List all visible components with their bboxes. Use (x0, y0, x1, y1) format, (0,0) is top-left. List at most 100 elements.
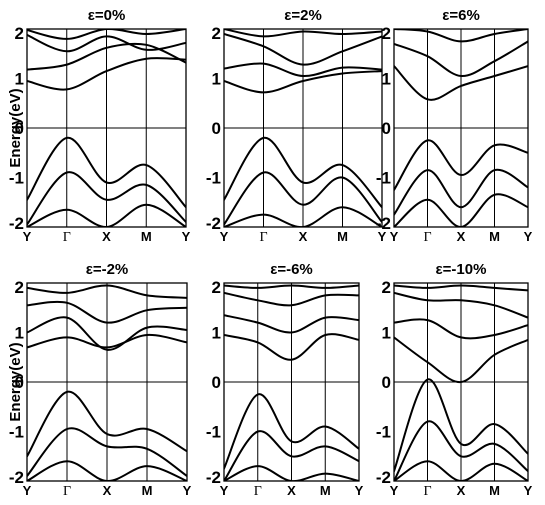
band-panel-4: ε=-2% Energy(eV) -2 -1 0 1 2 Y Γ X M Y (7, 261, 192, 499)
y-tick-label: -1 (9, 423, 24, 442)
y-tick-label: -2 (206, 468, 221, 487)
x-tick-label: Y (23, 483, 32, 498)
band-line-3 (394, 291, 528, 319)
plot-frame (26, 28, 187, 228)
band-line-3 (27, 29, 186, 40)
band-line-2 (27, 33, 186, 53)
y-tick-label: 0 (212, 373, 221, 392)
band-line-2 (394, 318, 528, 340)
x-tick-label: M (320, 483, 331, 498)
band-line-4 (394, 139, 528, 191)
x-tick-label: M (489, 229, 500, 244)
x-tick-label: Γ (63, 230, 71, 245)
band-line-7 (27, 460, 187, 481)
band-panel-3: ε=6% -2 -1 0 1 2 Y Γ X M Y (376, 7, 533, 245)
band-line-6 (27, 427, 187, 477)
band-line-1 (394, 336, 528, 384)
band-line-7 (27, 203, 186, 227)
band-line-3 (224, 291, 359, 307)
band-line-2 (224, 314, 359, 334)
band-line-6 (394, 420, 528, 481)
band-line-5 (394, 378, 528, 473)
x-tick-label: Y (355, 483, 364, 498)
band-panel-1: ε=0% Energy(eV) -2 -1 0 1 2 Y Γ X M Y (7, 7, 191, 245)
y-tick-label: -2 (376, 468, 391, 487)
band-line-7 (224, 465, 359, 481)
y-tick-label: 2 (382, 24, 391, 43)
x-tick-label: Y (183, 483, 192, 498)
x-tick-label: M (141, 229, 152, 244)
x-tick-label: X (457, 229, 466, 244)
band-line-5 (224, 393, 359, 470)
y-axis-label: Energy(eV) (7, 88, 24, 167)
y-tick-label: 1 (15, 70, 24, 89)
x-tick-label: M (337, 229, 348, 244)
band-line-1 (224, 333, 359, 361)
y-tick-label: -1 (9, 169, 24, 188)
x-tick-label: Y (524, 229, 533, 244)
x-tick-label: X (103, 483, 112, 498)
band-line-5 (27, 390, 187, 458)
x-tick-label: Y (524, 483, 533, 498)
panel-title: ε=6% (442, 7, 480, 24)
band-line-2 (27, 300, 187, 324)
y-tick-label: -1 (376, 169, 391, 188)
band-line-6 (224, 171, 382, 226)
band-line-3 (224, 29, 382, 38)
band-line-1 (224, 62, 382, 78)
x-tick-label: Y (23, 229, 32, 244)
x-tick-label: Γ (259, 230, 267, 245)
y-tick-label: 0 (382, 119, 391, 138)
plot-frame (223, 28, 383, 228)
band-line-2 (224, 33, 382, 66)
band-line-6 (224, 430, 359, 481)
x-tick-label: Γ (254, 484, 262, 499)
y-tick-label: -2 (9, 214, 24, 233)
band-line-6 (27, 171, 186, 226)
band-panel-5: ε=-6% -2 -1 0 1 2 Y Γ X M Y (206, 261, 364, 499)
band-line-3 (27, 284, 187, 299)
x-tick-label: Γ (63, 484, 71, 499)
plot-frame (26, 282, 188, 482)
y-tick-label: -1 (206, 169, 221, 188)
y-tick-label: -2 (206, 214, 221, 233)
band-line-5 (27, 136, 186, 209)
y-tick-label: -2 (376, 214, 391, 233)
panel-title: ε=0% (88, 7, 126, 24)
y-tick-label: -1 (206, 423, 221, 442)
x-tick-label: Y (378, 229, 387, 244)
y-tick-label: -1 (376, 423, 391, 442)
y-tick-label: 0 (15, 373, 24, 392)
y-tick-label: 1 (15, 324, 24, 343)
x-tick-label: X (457, 483, 466, 498)
band-line-7 (224, 206, 382, 227)
x-tick-label: Y (182, 229, 191, 244)
y-tick-label: 2 (382, 278, 391, 297)
y-tick-label: 2 (212, 24, 221, 43)
x-tick-label: X (102, 229, 111, 244)
band-line-4 (27, 333, 187, 349)
y-tick-label: 0 (15, 119, 24, 138)
band-line-4 (224, 70, 382, 94)
y-axis-label: Energy(eV) (7, 342, 24, 421)
panel-title: ε=-2% (86, 261, 129, 278)
band-line-5 (224, 136, 382, 209)
plot-frame (393, 282, 529, 482)
y-tick-label: 1 (382, 70, 391, 89)
y-tick-label: -2 (9, 468, 24, 487)
plot-frame (393, 28, 529, 228)
band-line-7 (394, 460, 528, 481)
y-tick-label: 1 (382, 324, 391, 343)
band-line-3 (394, 29, 528, 43)
y-tick-label: 2 (15, 24, 24, 43)
x-tick-label: M (142, 483, 153, 498)
x-tick-label: Γ (423, 230, 431, 245)
band-line-4 (224, 284, 359, 289)
plot-frame (223, 282, 360, 482)
x-tick-label: Γ (423, 484, 431, 499)
y-tick-label: 1 (212, 70, 221, 89)
x-tick-label: Y (390, 229, 399, 244)
band-line-6 (394, 193, 528, 227)
panel-title: ε=2% (284, 7, 322, 24)
